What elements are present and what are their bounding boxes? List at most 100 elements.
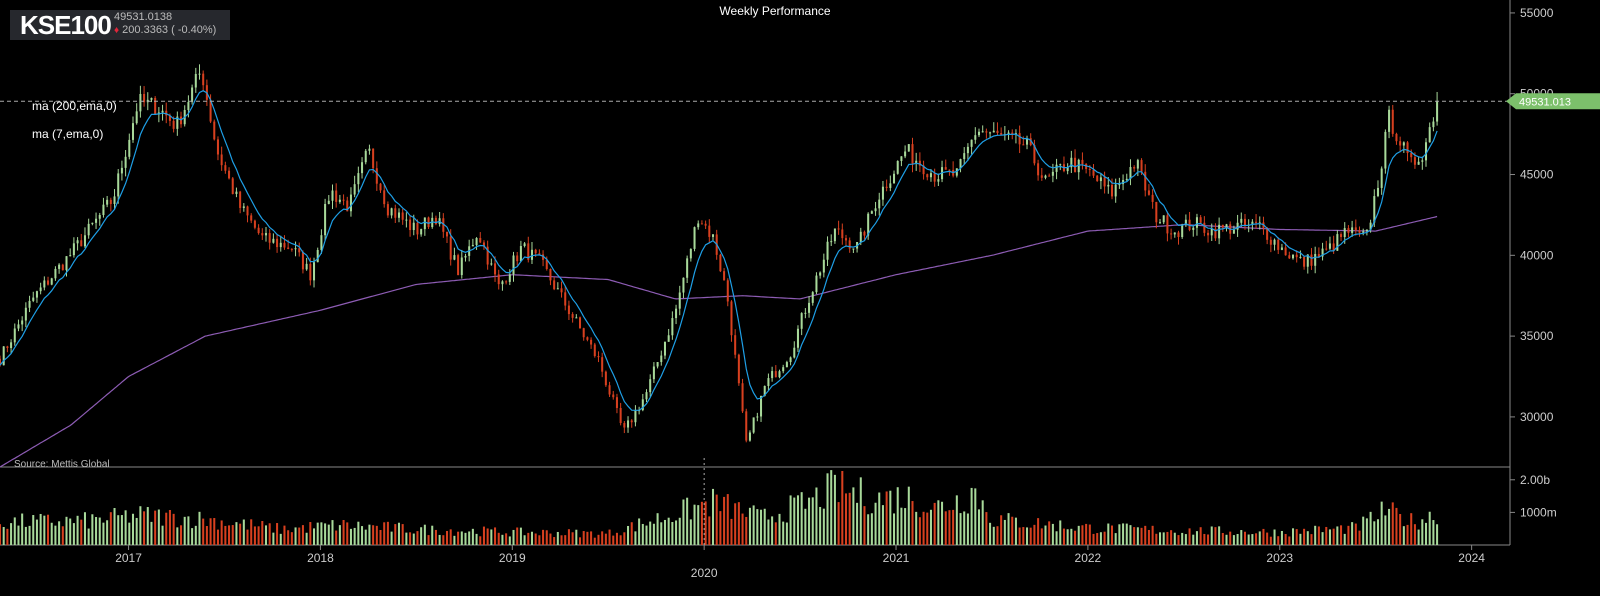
candle-body <box>313 262 316 281</box>
volume-bar <box>1436 524 1439 545</box>
candle-body <box>627 420 630 428</box>
volume-bar <box>1181 532 1184 545</box>
volume-bar <box>379 530 382 545</box>
candle-body <box>844 238 848 241</box>
candle-up <box>1321 242 1324 261</box>
volume-bar <box>505 533 508 545</box>
volume-bar <box>1280 530 1283 545</box>
candle-down <box>571 312 574 323</box>
candle-down <box>1358 226 1361 237</box>
volume-bar <box>1328 529 1331 545</box>
candle-body <box>298 248 301 253</box>
candle-down <box>601 352 604 378</box>
candle-body <box>475 238 478 246</box>
volume-bar <box>327 524 330 545</box>
candle-body <box>464 255 467 258</box>
candle-body <box>320 235 323 251</box>
candle-layer <box>0 64 1439 443</box>
volume-bar <box>911 501 914 545</box>
volume-bar <box>39 513 42 545</box>
volume-bar <box>139 506 142 545</box>
candle-down <box>61 263 64 271</box>
candle-down <box>434 215 437 226</box>
price-tick-label: 55000 <box>1520 6 1554 20</box>
candle-down <box>80 233 83 247</box>
volume-bar <box>28 525 31 545</box>
price-tick-label: 35000 <box>1520 329 1554 343</box>
volume-bar <box>1037 518 1040 545</box>
volume-bar <box>981 500 984 545</box>
volume-bar <box>87 528 90 545</box>
candle-up <box>1424 138 1428 167</box>
candle-body <box>501 281 504 285</box>
candle-up <box>98 212 101 226</box>
candle-down <box>567 300 570 321</box>
volume-bar <box>1336 526 1339 545</box>
price-tick-label: 40000 <box>1520 248 1554 262</box>
candle-body <box>1280 247 1283 250</box>
ma200-layer <box>0 215 1438 468</box>
candle-body <box>741 383 744 412</box>
candle-body <box>556 288 559 290</box>
candle-up <box>13 323 16 346</box>
candle-down <box>497 269 500 290</box>
volume-bar <box>298 527 301 545</box>
candle-body <box>619 407 622 424</box>
volume-bar <box>830 470 833 545</box>
candle-body <box>1424 142 1428 161</box>
candle-down <box>1199 214 1202 224</box>
candle-body <box>1380 168 1383 188</box>
volume-bar <box>131 513 135 545</box>
volume-bar <box>856 502 859 545</box>
volume-bar <box>1232 535 1235 545</box>
volume-bar <box>996 526 999 545</box>
volume-bar <box>471 528 474 545</box>
volume-bar <box>1376 519 1379 545</box>
volume-bar <box>1085 523 1088 545</box>
candle-down <box>479 232 482 244</box>
candle-down <box>257 224 260 235</box>
candle-body <box>364 150 367 163</box>
candle-up <box>974 127 977 144</box>
volume-bar <box>726 494 729 545</box>
volume-bar <box>1110 525 1114 545</box>
candle-body <box>324 203 327 236</box>
candle-body <box>582 328 585 338</box>
volume-bar <box>560 535 563 545</box>
candle-body <box>1066 167 1069 172</box>
candle-up <box>1417 156 1420 165</box>
volume-bar <box>427 535 430 545</box>
candle-up <box>431 212 434 229</box>
candle-down <box>445 231 449 244</box>
volume-bar <box>21 513 24 545</box>
volume-bar <box>763 508 766 545</box>
ma7-legend[interactable]: ma (7,ema,0) <box>32 127 104 141</box>
candle-body <box>386 204 389 216</box>
volume-bar <box>1059 520 1062 545</box>
candle-up <box>316 247 319 263</box>
candle-up <box>678 285 681 316</box>
candle-up <box>1362 228 1365 236</box>
volume-bar <box>519 527 522 545</box>
candle-up <box>656 361 659 369</box>
candle-up <box>970 139 973 155</box>
candle-up <box>896 160 899 175</box>
volume-bar <box>881 505 884 545</box>
candle-down <box>774 365 777 378</box>
volume-bar <box>76 515 79 545</box>
candle-body <box>349 194 352 212</box>
volume-bar <box>305 532 308 545</box>
candle-down <box>597 351 600 363</box>
volume-bar <box>1055 531 1058 545</box>
candle-down <box>719 253 722 273</box>
candle-up <box>870 210 873 214</box>
volume-bar <box>183 516 186 545</box>
candle-body <box>372 148 375 169</box>
candle-up <box>1114 178 1117 203</box>
volume-bar <box>290 532 293 545</box>
candle-down <box>723 268 726 281</box>
volume-bar <box>253 526 256 545</box>
ma200-legend[interactable]: ma (200,ema,0) <box>32 99 117 113</box>
candle-body <box>678 292 681 309</box>
